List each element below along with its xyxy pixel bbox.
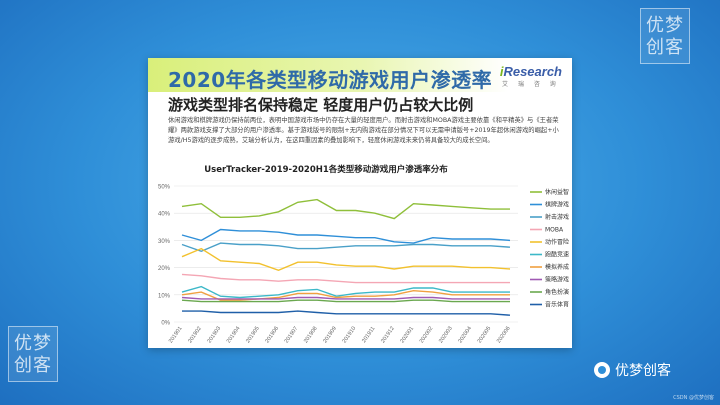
series-line xyxy=(181,242,511,253)
credit-text: CSDN @优梦创客 xyxy=(673,395,714,401)
x-tick-label: 202005 xyxy=(477,326,493,345)
watermark-line2: 创客 xyxy=(14,355,52,376)
legend-label: 休闲益智 xyxy=(545,188,569,196)
logo-sub: 艾 瑞 咨 询 xyxy=(502,81,560,88)
watermark-line1: 优梦 xyxy=(646,15,684,36)
series-line xyxy=(181,285,510,299)
x-tick-label: 202006 xyxy=(496,326,512,345)
x-tick-label: 202004 xyxy=(457,326,473,345)
legend-label: 射击游戏 xyxy=(545,213,569,221)
legend-label: 音乐体育 xyxy=(545,301,569,309)
series-line xyxy=(181,228,511,244)
series-line xyxy=(181,296,510,300)
wechat-icon xyxy=(594,362,610,378)
x-tick-label: 202001 xyxy=(400,326,416,345)
legend-label: 动作冒险 xyxy=(545,238,569,246)
legend-label: 角色扮演 xyxy=(545,288,569,296)
x-tick-label: 201906 xyxy=(264,326,280,345)
series-line xyxy=(181,198,510,220)
x-tick-label: 201912 xyxy=(380,326,396,345)
x-tick-label: 201907 xyxy=(284,326,300,345)
x-tick-label: 201902 xyxy=(187,326,203,345)
slide-card: 2020年各类型移动游戏用户渗透率 iResearch 艾 瑞 咨 询 游戏类型… xyxy=(148,58,572,348)
x-tick-label: 201910 xyxy=(342,326,358,345)
wechat-badge: 优梦创客 xyxy=(594,360,671,380)
chart-title: UserTracker-2019-2020H1各类型移动游戏用户渗透率分布 xyxy=(204,164,448,175)
y-tick-label: 30% xyxy=(158,239,171,245)
slide-subtitle: 游戏类型排名保持稳定 轻度用户仍占较大比例 xyxy=(168,96,474,114)
x-tick-label: 201909 xyxy=(322,326,338,345)
y-tick-label: 40% xyxy=(158,212,171,218)
series-line xyxy=(181,247,511,272)
watermark-line1: 优梦 xyxy=(14,333,52,354)
y-tick-label: 50% xyxy=(158,185,171,191)
legend-label: 模拟养成 xyxy=(545,263,569,271)
x-tick-label: 201903 xyxy=(207,326,223,345)
title-bar xyxy=(148,58,508,92)
line-chart: UserTracker-2019-2020H1各类型移动游戏用户渗透率分布 0%… xyxy=(158,164,569,345)
series-line xyxy=(181,289,510,301)
legend-label: 策略游戏 xyxy=(545,276,569,284)
logo-brand: iResearch xyxy=(499,64,562,79)
x-tick-label: 202003 xyxy=(438,326,454,345)
series-line xyxy=(181,299,510,303)
y-tick-label: 10% xyxy=(158,293,171,299)
y-tick-label: 0% xyxy=(161,321,170,327)
legend-label: 棋牌游戏 xyxy=(545,201,569,209)
slide-paragraph: 休闲游戏和棋牌游戏仍保持前两位，表明中国游戏市场中仍存在大量的轻度用户。而射击游… xyxy=(168,117,559,144)
x-tick-label: 202002 xyxy=(419,326,435,345)
x-tick-label: 201904 xyxy=(226,326,242,345)
x-tick-label: 201911 xyxy=(361,326,376,344)
watermark-logo: 优梦 创客 xyxy=(8,326,58,382)
badge-text: 优梦创客 xyxy=(615,363,671,379)
legend-label: 跑酷竞速 xyxy=(545,251,569,259)
x-tick-label: 201901 xyxy=(168,326,184,345)
x-tick-label: 201908 xyxy=(303,326,319,345)
y-tick-label: 20% xyxy=(158,266,171,272)
x-tick-label: 201905 xyxy=(245,326,261,345)
iresearch-logo: iResearch 艾 瑞 咨 询 xyxy=(500,64,562,88)
series-line xyxy=(181,273,510,284)
legend-label: MOBA xyxy=(545,227,564,234)
watermark-line2: 创客 xyxy=(646,37,684,58)
slide-title: 2020年各类型移动游戏用户渗透率 xyxy=(168,68,493,92)
series-line xyxy=(182,310,511,316)
watermark-logo: 优梦 创客 xyxy=(640,8,690,64)
